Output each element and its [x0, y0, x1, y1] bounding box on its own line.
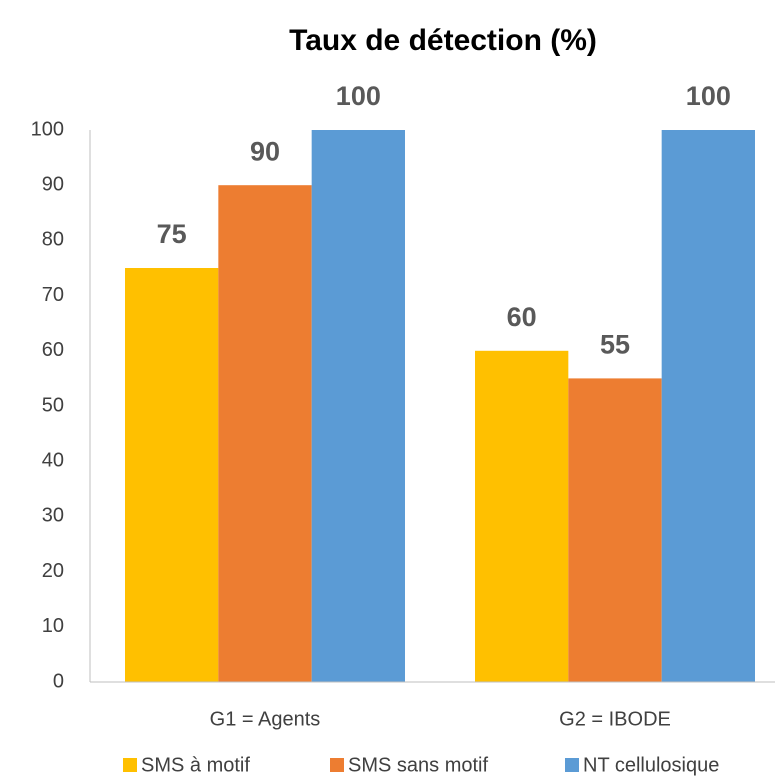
data-label: 60: [507, 302, 537, 332]
y-tick-label: 60: [42, 339, 64, 361]
y-tick-label: 0: [53, 670, 64, 692]
legend-label: SMS à motif: [141, 754, 250, 776]
chart-title: Taux de détection (%): [289, 24, 597, 57]
y-tick-label: 70: [42, 284, 64, 306]
bar: [311, 130, 405, 682]
y-tick-label: 80: [42, 229, 64, 251]
data-label: 100: [336, 81, 381, 111]
y-tick-label: 90: [42, 173, 64, 195]
bar: [568, 378, 662, 682]
x-tick-label: G1 = Agents: [210, 708, 321, 730]
legend-label: SMS sans motif: [348, 754, 488, 776]
data-label: 75: [157, 219, 187, 249]
bar: [218, 185, 312, 682]
y-tick-label: 50: [42, 394, 64, 416]
legend-swatch: [565, 758, 579, 772]
y-tick-label: 20: [42, 560, 64, 582]
bar: [475, 350, 569, 682]
y-tick-label: 100: [31, 118, 64, 140]
legend-swatch: [123, 758, 137, 772]
bar: [661, 130, 755, 682]
x-tick-label: G2 = IBODE: [559, 708, 671, 730]
legend-swatch: [330, 758, 344, 772]
data-label: 55: [600, 330, 630, 360]
y-tick-label: 30: [42, 505, 64, 527]
data-label: 100: [686, 81, 731, 111]
y-tick-label: 40: [42, 449, 64, 471]
bar: [125, 268, 219, 682]
legend-label: NT cellulosique: [583, 754, 719, 776]
data-label: 90: [250, 136, 280, 166]
y-tick-label: 10: [42, 615, 64, 637]
